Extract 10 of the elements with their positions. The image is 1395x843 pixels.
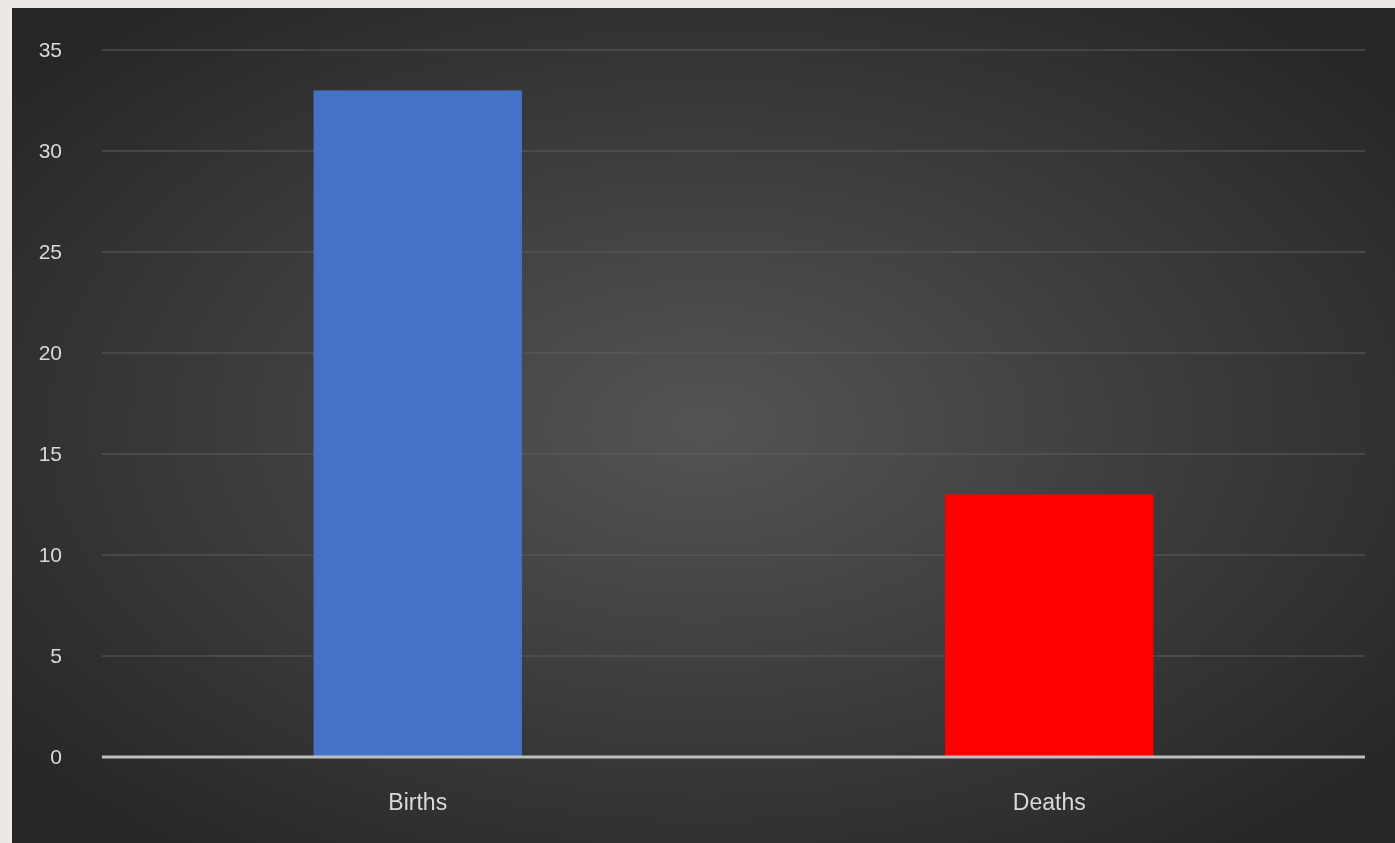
- y-tick-label: 5: [50, 644, 62, 668]
- y-tick-label: 25: [38, 240, 62, 264]
- y-tick-label: 0: [50, 745, 62, 769]
- x-tick-label: Births: [388, 789, 448, 816]
- y-tick-label: 15: [38, 442, 62, 466]
- y-tick-label: 30: [38, 139, 62, 163]
- y-tick-label: 35: [38, 38, 62, 62]
- y-tick-label: 20: [38, 341, 62, 365]
- y-tick-label: 10: [38, 543, 62, 567]
- x-tick-label: Deaths: [1012, 789, 1086, 816]
